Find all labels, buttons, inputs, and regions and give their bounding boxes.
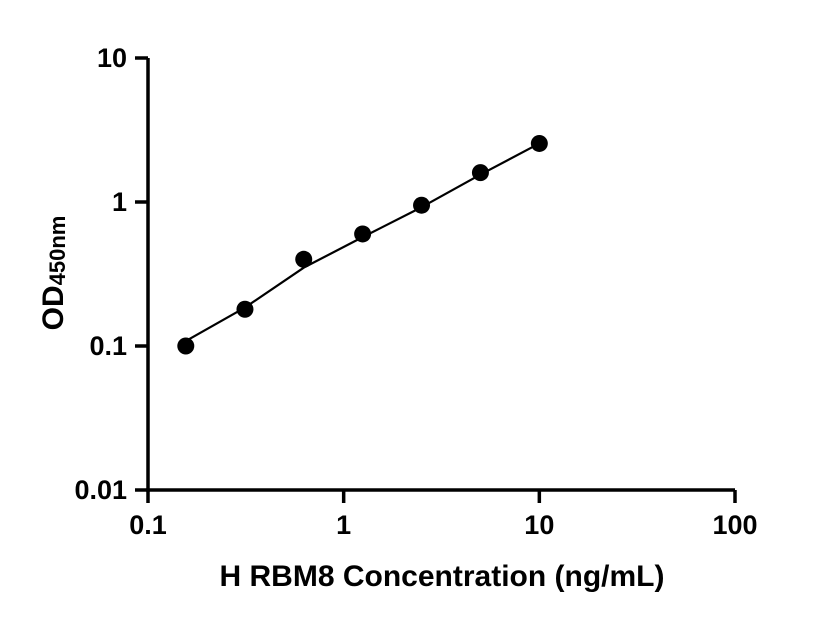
x-tick-label: 10 [524,510,554,540]
x-tick-label: 100 [712,510,757,540]
y-axis-title-sub: 450nm [45,215,70,286]
y-tick-label: 0.01 [74,475,127,505]
y-axis-title-main: OD [37,285,70,331]
y-axis-title: OD450nm [35,143,73,403]
data-point [295,250,313,268]
data-point [413,196,431,214]
x-tick-label: 0.1 [129,510,167,540]
y-tick-label: 1 [112,187,127,217]
data-point [236,300,254,318]
data-point [177,337,195,355]
data-point [471,164,489,182]
x-tick-label: 1 [336,510,351,540]
y-tick-label: 0.1 [89,331,127,361]
data-point [530,134,548,152]
y-tick-label: 10 [97,43,127,73]
data-point [354,225,372,243]
x-axis-title: H RBM8 Concentration (ng/mL) [219,560,665,593]
